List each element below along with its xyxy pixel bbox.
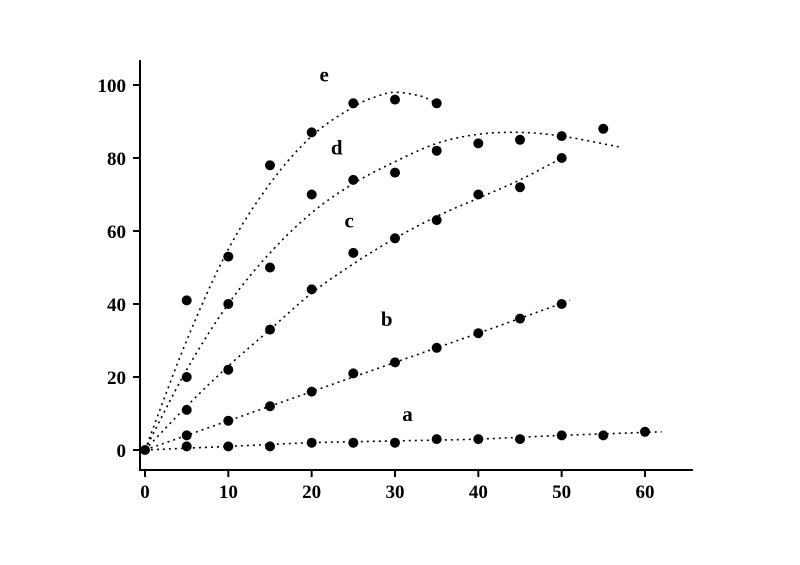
series-label-e: e bbox=[320, 62, 329, 86]
data-point-b bbox=[473, 328, 484, 339]
data-point-c bbox=[181, 404, 192, 415]
data-point-c bbox=[431, 215, 442, 226]
data-point-d bbox=[390, 167, 400, 178]
x-tick-label: 10 bbox=[219, 482, 238, 503]
series-label-a: a bbox=[402, 402, 413, 426]
data-point-c bbox=[556, 153, 567, 163]
data-point-d bbox=[515, 134, 525, 145]
series-a: a bbox=[140, 402, 662, 455]
x-tick-label: 50 bbox=[552, 482, 571, 503]
y-tick-label: 100 bbox=[98, 76, 127, 97]
x-tick-label: 40 bbox=[469, 482, 488, 503]
data-point-d bbox=[223, 299, 234, 309]
axes bbox=[139, 60, 693, 471]
data-point-d bbox=[598, 123, 609, 134]
x-tick-label: 20 bbox=[302, 482, 321, 503]
data-point-c bbox=[223, 364, 234, 375]
series-label-b: b bbox=[381, 307, 393, 331]
data-point-c bbox=[306, 284, 317, 295]
series-b: b bbox=[144, 299, 571, 451]
data-point-a bbox=[598, 430, 609, 441]
data-point-b bbox=[306, 386, 317, 397]
data-point-e bbox=[348, 98, 359, 109]
data-point-d bbox=[265, 262, 275, 273]
data-point-e bbox=[223, 251, 234, 262]
data-point-c bbox=[390, 233, 400, 244]
y-tick-label: 60 bbox=[107, 222, 126, 243]
trend-curve-d bbox=[144, 131, 621, 451]
series-label-c: c bbox=[345, 208, 354, 232]
data-point-e bbox=[265, 160, 275, 171]
x-tick-label: 0 bbox=[140, 482, 150, 503]
data-point-a bbox=[306, 437, 317, 448]
data-point-a bbox=[348, 437, 359, 448]
data-point-b bbox=[515, 313, 525, 324]
data-point-d bbox=[306, 189, 317, 200]
data-point-b bbox=[390, 357, 400, 368]
trend-curve-c bbox=[144, 157, 563, 451]
data-point-c bbox=[515, 182, 525, 193]
data-point-c bbox=[348, 247, 359, 258]
data-point-b bbox=[181, 430, 192, 441]
data-point-c bbox=[265, 324, 275, 335]
data-point-d bbox=[431, 145, 442, 156]
data-point-e bbox=[181, 295, 192, 306]
data-point-d bbox=[181, 372, 192, 382]
y-tick-label: 80 bbox=[107, 149, 126, 170]
data-point-d bbox=[473, 138, 484, 149]
data-point-a bbox=[223, 441, 234, 452]
y-tick-label: 0 bbox=[117, 441, 127, 462]
data-point-a bbox=[556, 430, 567, 441]
trend-curve-a bbox=[144, 431, 662, 451]
data-point-a bbox=[640, 426, 650, 437]
x-tick-label: 30 bbox=[385, 482, 404, 503]
data-point-c bbox=[473, 189, 484, 200]
data-point-e bbox=[390, 94, 400, 105]
data-point-a bbox=[181, 441, 192, 452]
data-point-e bbox=[431, 98, 442, 109]
data-point-b bbox=[223, 415, 234, 426]
data-point-a bbox=[390, 437, 400, 448]
data-point-a bbox=[473, 434, 484, 445]
trend-curve-b bbox=[144, 299, 571, 451]
x-tick-label: 60 bbox=[635, 482, 654, 503]
series-c: c bbox=[144, 153, 567, 451]
data-point-b bbox=[265, 401, 275, 412]
data-point-a bbox=[431, 434, 442, 445]
data-point-b bbox=[556, 299, 567, 309]
data-point-a bbox=[515, 434, 525, 445]
data-point-b bbox=[431, 342, 442, 353]
y-tick-label: 40 bbox=[107, 295, 126, 316]
data-point-e bbox=[306, 127, 317, 138]
data-point-b bbox=[348, 368, 359, 379]
series-label-d: d bbox=[331, 135, 343, 159]
series-d: d bbox=[144, 123, 621, 451]
y-tick-label: 20 bbox=[107, 368, 126, 389]
data-point-d bbox=[348, 174, 359, 185]
series-e: e bbox=[144, 62, 442, 451]
trend-curve-e bbox=[144, 91, 438, 451]
data-point-a bbox=[265, 441, 275, 452]
data-point-d bbox=[556, 131, 567, 142]
